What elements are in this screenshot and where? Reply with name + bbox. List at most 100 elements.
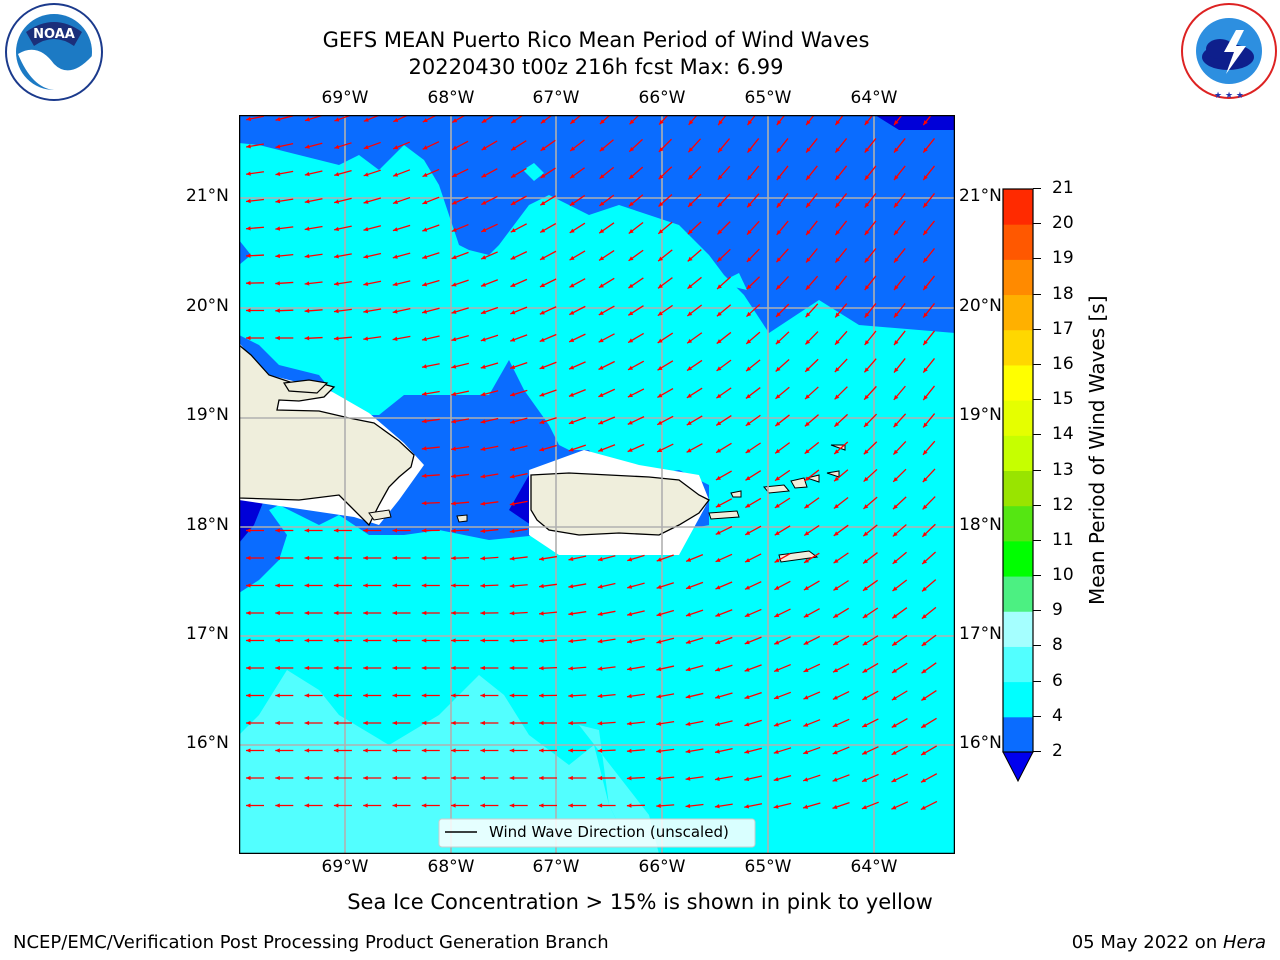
wave-direction-arrowhead: [656, 721, 662, 726]
wave-direction-arrowhead: [864, 175, 870, 181]
wave-direction-arrowhead: [363, 638, 368, 643]
wave-direction-arrowhead: [803, 804, 809, 809]
wave-direction-arrowhead: [804, 531, 810, 536]
wave-direction-arrowhead: [510, 200, 516, 205]
wave-direction-arrowhead: [803, 585, 809, 591]
wave-direction-arrowhead: [275, 720, 280, 726]
wave-direction-arrowhead: [569, 255, 575, 261]
wave-direction-arrowhead: [716, 339, 722, 344]
wave-direction-arrowhead: [392, 665, 398, 671]
wave-direction-arrowhead: [451, 610, 456, 616]
wave-direction-arrowhead: [834, 449, 840, 454]
colorbar-tick-label: 11: [1052, 529, 1074, 550]
wave-direction-arrowhead: [480, 337, 486, 342]
wave-direction-arrowhead: [686, 448, 692, 453]
wave-direction-arrowhead: [392, 281, 398, 287]
wave-direction-arrowhead: [363, 693, 368, 698]
wave-direction-arrowhead: [894, 120, 899, 126]
wave-direction-arrowhead: [628, 283, 634, 289]
wave-direction-arrowhead: [685, 667, 691, 672]
wave-direction-arrowhead: [246, 144, 251, 149]
lat-label-left: 21°N: [186, 186, 229, 206]
wave-direction-arrowhead: [246, 555, 251, 561]
lon-label-top: 67°W: [532, 88, 580, 108]
wave-direction-arrowhead: [688, 202, 693, 207]
wave-direction-arrowhead: [806, 202, 811, 208]
wave-direction-arrowhead: [832, 695, 838, 700]
wave-direction-arrowhead: [598, 392, 604, 397]
wave-direction-arrowhead: [744, 749, 750, 754]
colorbar-tick-label: 6: [1052, 670, 1063, 691]
wave-direction-arrowhead: [421, 665, 427, 671]
wave-direction-arrowhead: [334, 117, 340, 122]
wave-direction-arrowhead: [540, 201, 546, 206]
wave-direction-arrowhead: [657, 420, 663, 425]
wave-direction-arrowhead: [657, 283, 663, 289]
wave-direction-arrowhead: [921, 668, 927, 674]
lat-label-right: 18°N: [959, 515, 1002, 535]
wave-direction-arrowhead: [539, 283, 545, 288]
wave-direction-arrowhead: [597, 639, 603, 644]
wave-direction-arrowhead: [363, 336, 369, 341]
wave-direction-arrowhead: [627, 393, 633, 398]
wave-direction-arrowhead: [304, 775, 310, 781]
wave-direction-arrowhead: [658, 256, 664, 262]
wave-direction-arrowhead: [920, 805, 926, 810]
wave-direction-arrowhead: [509, 803, 515, 808]
wave-direction-arrowhead: [687, 311, 693, 316]
chart-title: GEFS MEAN Puerto Rico Mean Period of Win…: [322, 28, 870, 52]
wave-direction-arrowhead: [833, 586, 839, 591]
wave-direction-arrowhead: [304, 117, 310, 122]
colorbar-tick: [1033, 469, 1041, 471]
wave-direction-arrowhead: [746, 366, 751, 372]
wave-direction-arrowhead: [747, 202, 752, 208]
wave-direction-arrowhead: [922, 449, 928, 455]
wave-direction-arrowhead: [540, 228, 546, 233]
wave-direction-arrowhead: [275, 253, 281, 259]
wave-direction-arrowhead: [539, 447, 545, 452]
wave-direction-arrowhead: [539, 365, 545, 370]
wave-direction-arrowhead: [864, 367, 870, 373]
wave-direction-arrowhead: [480, 419, 486, 424]
wave-direction-arrowhead: [656, 666, 662, 672]
wave-direction-arrowhead: [862, 586, 868, 591]
wave-direction-arrowhead: [422, 172, 428, 177]
wave-direction-arrowhead: [304, 638, 310, 643]
wave-direction-arrowhead: [392, 610, 398, 616]
wave-direction-arrowhead: [717, 257, 723, 262]
wave-direction-arrowhead: [626, 776, 632, 781]
wave-direction-arrowhead: [363, 720, 368, 726]
wave-direction-arrowhead: [745, 393, 751, 399]
colorbar-band: [1003, 716, 1033, 753]
wave-direction-arrowhead: [775, 421, 781, 427]
wave-direction-arrowhead: [304, 226, 310, 231]
wave-direction-arrowhead: [715, 503, 721, 508]
wave-direction-arrowhead: [775, 366, 781, 372]
wave-direction-arrowhead: [863, 449, 869, 455]
wave-direction-arrowhead: [656, 612, 662, 617]
wave-direction-arrowhead: [569, 228, 575, 233]
wave-direction-arrowhead: [363, 555, 368, 561]
ocean-4s-band-north: [239, 115, 955, 333]
wave-direction-arrowhead: [275, 171, 281, 176]
colorbar-tick: [1033, 399, 1041, 401]
colorbar-tick-label: 12: [1052, 494, 1074, 515]
wave-direction-arrowhead: [627, 420, 633, 425]
wave-direction-arrowhead: [685, 721, 691, 727]
wave-direction-arrowhead: [539, 337, 545, 342]
lat-label-left: 18°N: [186, 515, 229, 535]
wave-direction-arrowhead: [806, 175, 811, 181]
lon-label-top: 68°W: [427, 88, 475, 108]
footer-host: Hera: [1222, 932, 1266, 953]
colorbar-tick-label: 2: [1052, 741, 1063, 761]
wave-direction-arrowhead: [626, 748, 632, 754]
wave-direction-arrowhead: [304, 308, 310, 314]
wave-direction-arrowhead: [806, 230, 811, 236]
wave-direction-arrowhead: [832, 722, 838, 727]
wave-direction-arrowhead: [714, 776, 720, 781]
wave-direction-arrowhead: [333, 308, 339, 314]
wave-direction-arrowhead: [246, 693, 251, 698]
colorbar-band: [1003, 540, 1033, 577]
wave-direction-arrowhead: [832, 750, 838, 755]
wave-direction-arrowhead: [863, 476, 869, 482]
